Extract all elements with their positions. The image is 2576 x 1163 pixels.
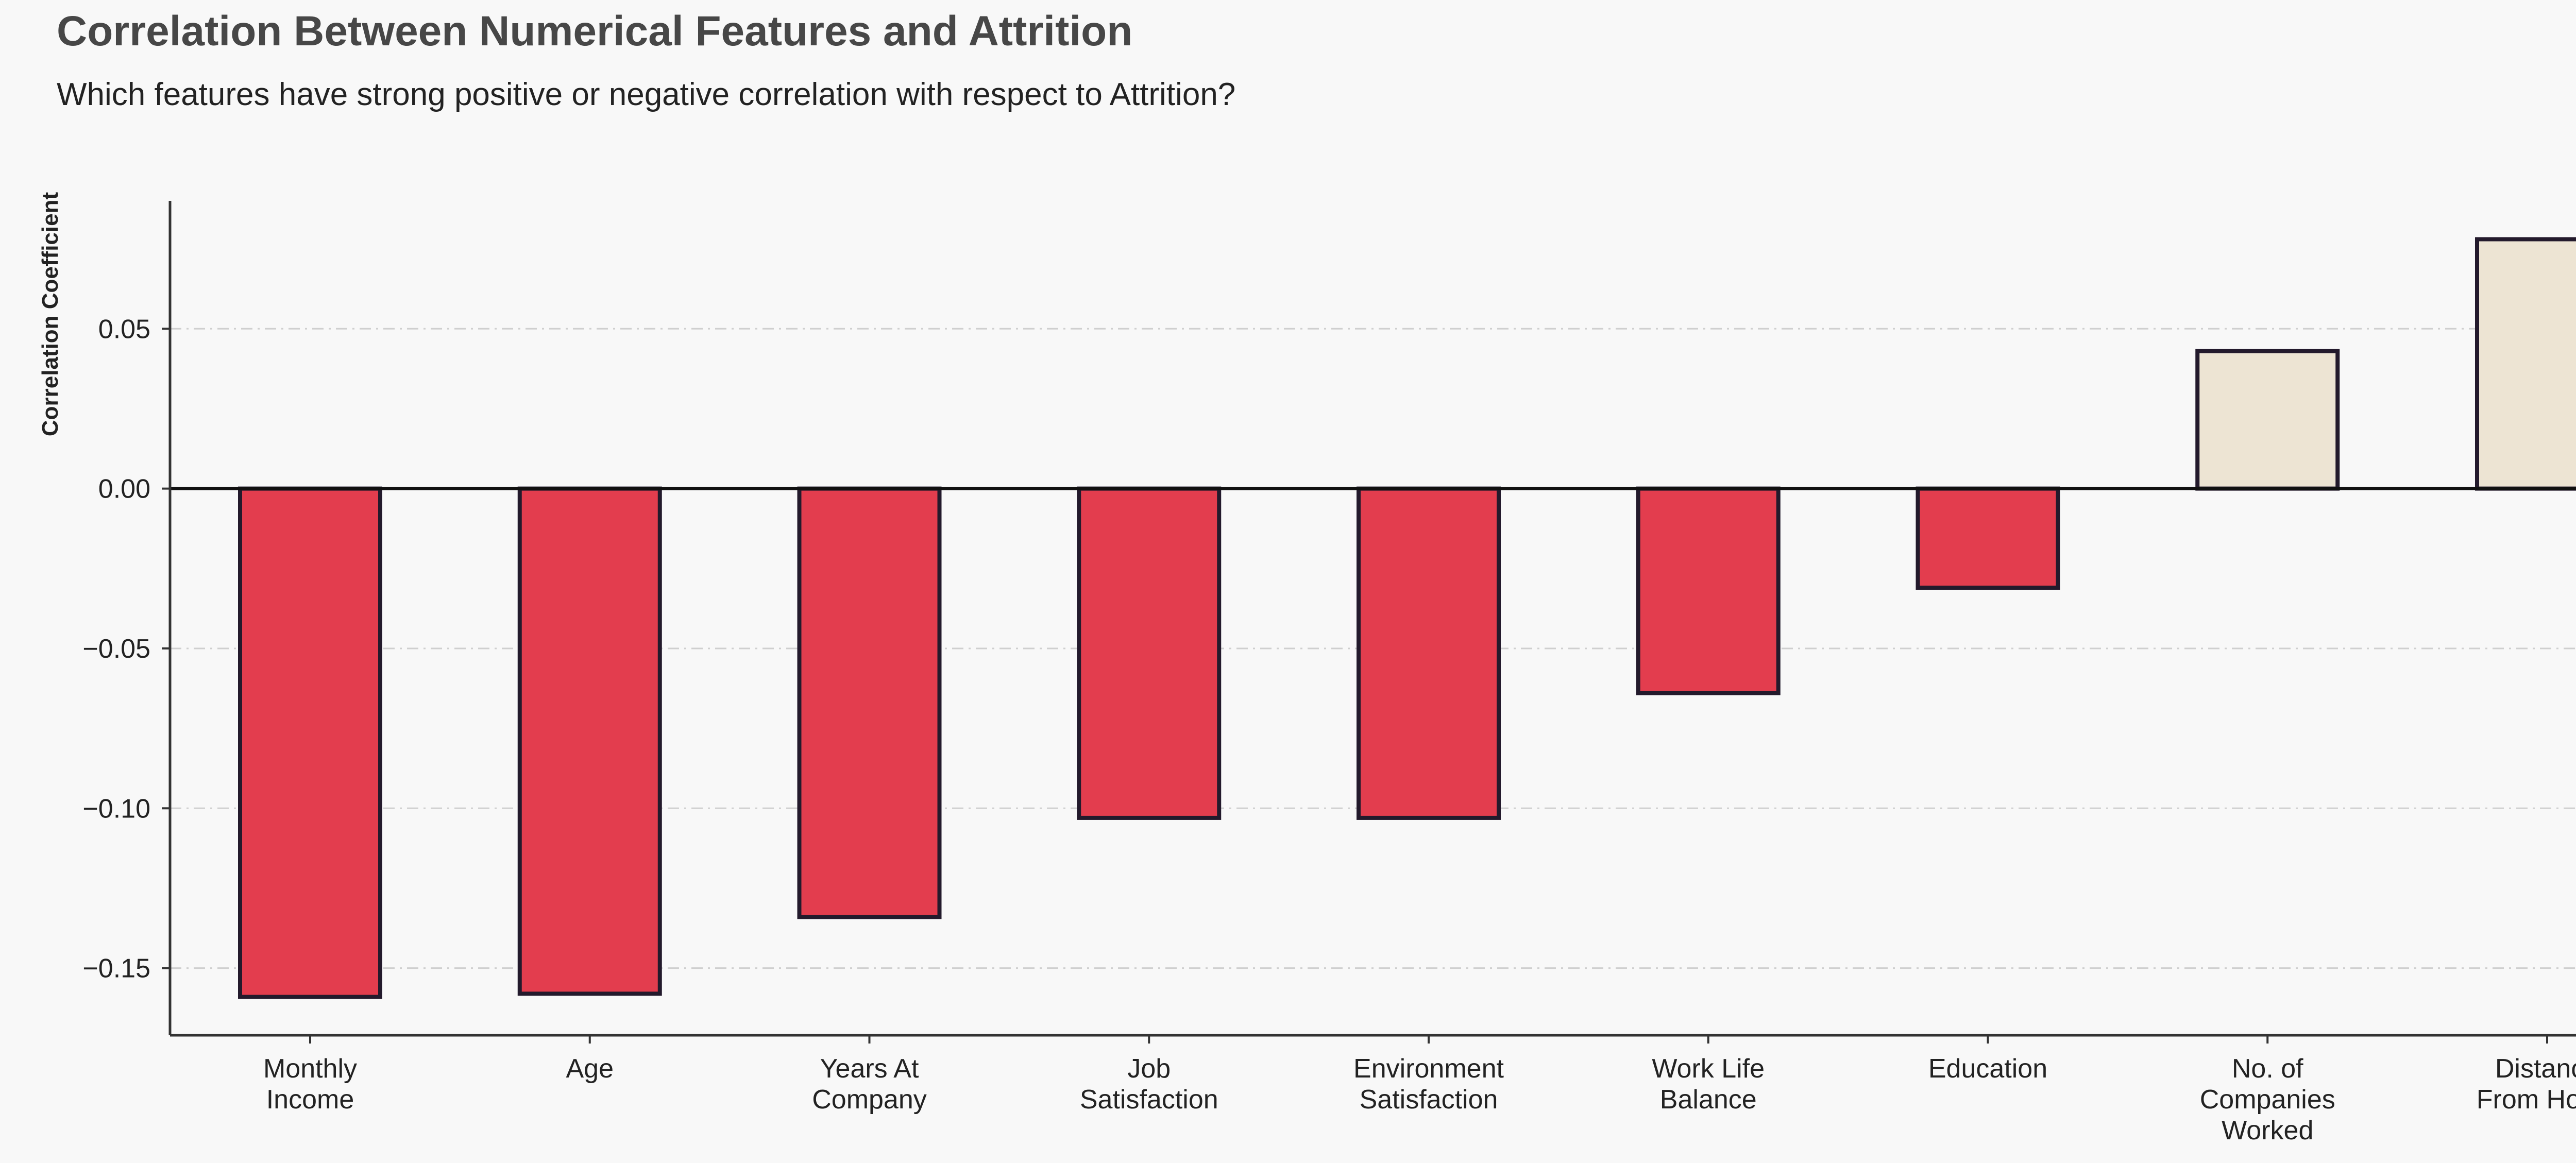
- bar: [1357, 486, 1501, 820]
- y-axis-label: Correlation Coefficient: [38, 192, 63, 437]
- x-tick-label: DistanceFrom Home: [2477, 1054, 2576, 1115]
- x-tick-label: Environment Satisfaction: [1353, 1054, 1504, 1115]
- bar: [1077, 486, 1222, 820]
- y-tick-label: 0.05: [98, 314, 150, 344]
- x-tick-labels: Monthly Income Age Years At Company Job Satisf…: [263, 1035, 2576, 1145]
- x-tick-label: Monthly Income: [263, 1054, 357, 1115]
- bar: [797, 486, 942, 919]
- x-tick-label: Work Life Balance: [1652, 1054, 1765, 1115]
- chart-subtitle: Which features have strong positive or n…: [57, 77, 1236, 112]
- chart-title: Correlation Between Numerical Features a…: [57, 8, 1133, 55]
- x-tick-label: Years At Company: [812, 1054, 927, 1115]
- bar: [238, 486, 382, 999]
- y-tick-labels: −0.15 −0.10 −0.05 0.00 0.05: [82, 314, 170, 984]
- x-tick-label: Education: [1928, 1054, 2047, 1084]
- bar: [1916, 486, 2060, 590]
- bar: [2195, 349, 2340, 491]
- x-tick-label: Age: [566, 1054, 614, 1084]
- y-tick-label: −0.10: [82, 794, 150, 824]
- bars: [238, 237, 2576, 999]
- x-tick-label: No. of Companies Worked: [2200, 1054, 2335, 1145]
- y-tick-label: −0.05: [82, 634, 150, 664]
- y-tick-label: 0.00: [98, 474, 150, 504]
- x-tick-label: Job Satisfaction: [1080, 1054, 1218, 1115]
- bar: [1636, 486, 1781, 695]
- bar: [2475, 237, 2576, 491]
- bar: [517, 486, 662, 996]
- y-tick-label: −0.15: [82, 954, 150, 984]
